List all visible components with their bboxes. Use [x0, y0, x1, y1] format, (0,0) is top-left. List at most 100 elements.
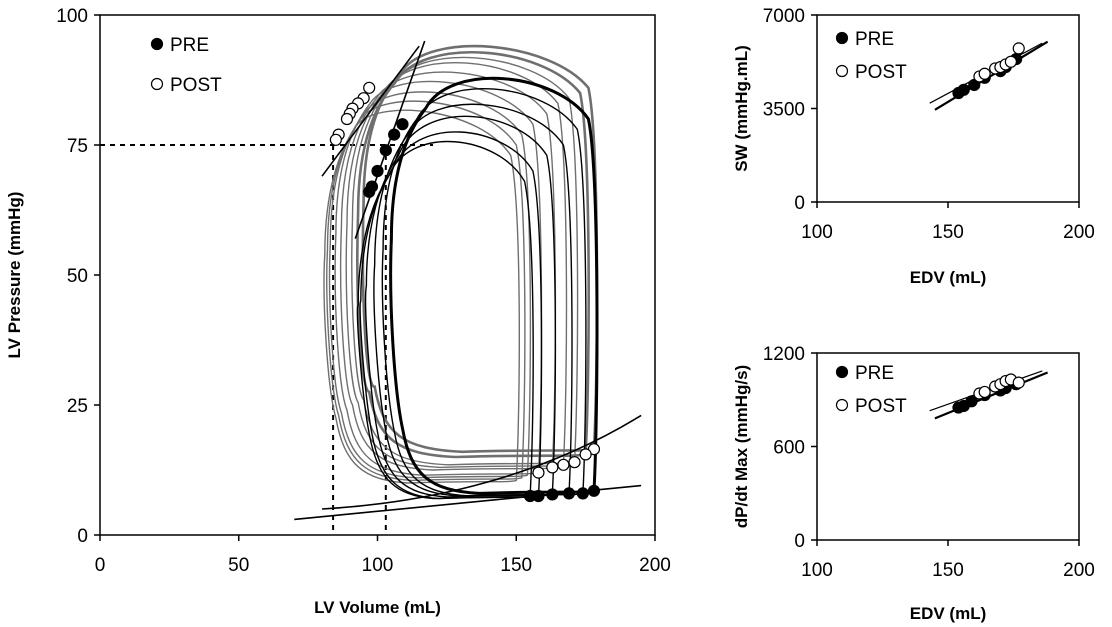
- sw-edv-chart: 100 150 200 0 3500 7000 EDV (mL) SW (mmHg.mL…: [732, 6, 1095, 287]
- pv-pre-point: [379, 144, 392, 157]
- pv-post-loop: [334, 80, 543, 476]
- pv-loops: [323, 44, 599, 500]
- dpdt-point-post: [978, 385, 991, 399]
- sw-x-axis-label: EDV (mL): [910, 268, 987, 287]
- pv-post-loop: [326, 100, 526, 482]
- sw-y-tick-label: 0: [794, 193, 805, 214]
- pv-post-point: [532, 466, 545, 479]
- pv-post-loop: [351, 56, 579, 466]
- sw-x-tick-label: 100: [801, 222, 833, 243]
- dpdt-y-tick-label: 1200: [763, 344, 805, 365]
- sw-y-tick-label: 7000: [763, 6, 805, 27]
- dpdt-legend-pre-marker: [835, 365, 849, 379]
- pv-pre-point: [371, 164, 384, 178]
- dpdt-y-tick-label: 600: [773, 438, 805, 459]
- pv-pre-loop: [389, 76, 599, 495]
- pv-y-tick-label: 25: [67, 396, 88, 417]
- pv-pre-point: [576, 487, 589, 500]
- dpdt-edv-chart: 100 150 200 0 600 1200 EDV (mL) dP/dt Max (m…: [732, 344, 1095, 623]
- pv-legend-pre-label: PRE: [170, 35, 209, 56]
- pv-post-point: [546, 461, 559, 474]
- pv-x-tick-label: 200: [639, 555, 671, 576]
- pv-post-point: [363, 81, 376, 94]
- sw-y-ticks: 0 3500 7000: [763, 6, 817, 214]
- pv-y-ticks: 0 25 50 75 100: [56, 6, 100, 547]
- pv-x-ticks: 0 50 100 150 200: [95, 535, 671, 576]
- pv-post-point: [579, 448, 592, 461]
- pv-legend-post-label: POST: [170, 75, 222, 96]
- dpdt-legend-post-marker: [835, 398, 849, 412]
- pv-pre-point: [546, 488, 559, 501]
- dpdt-y-axis-label: dP/dt Max (mmHg/s): [732, 365, 751, 528]
- sw-y-tick-label: 3500: [763, 100, 805, 121]
- sw-fit-line-pre: [934, 40, 1049, 111]
- dpdt-fit-line-pre: [934, 371, 1049, 420]
- pv-y-tick-label: 50: [67, 266, 88, 287]
- dpdt-x-tick-label: 150: [932, 560, 964, 581]
- pv-markers: [329, 81, 601, 503]
- pv-post-point: [329, 133, 342, 146]
- sw-x-tick-label: 200: [1063, 222, 1095, 243]
- pv-pre-point: [396, 118, 409, 131]
- sw-point-post: [1012, 42, 1025, 55]
- pv-pre-loop: [356, 140, 534, 500]
- dpdt-x-tick-label: 200: [1063, 560, 1095, 581]
- dpdt-legend-post-label: POST: [855, 396, 907, 417]
- pv-y-tick-label: 100: [56, 6, 88, 27]
- pv-y-tick-label: 0: [77, 526, 88, 547]
- pv-post-point: [340, 112, 354, 126]
- dpdt-y-tick-label: 0: [794, 531, 805, 552]
- pv-post-loop: [328, 91, 532, 479]
- pv-espvr-line: [354, 40, 426, 239]
- pv-x-tick-label: 100: [362, 555, 394, 576]
- sw-legend-pre-marker: [835, 31, 849, 45]
- pv-legend: PRE POST: [150, 35, 222, 96]
- pv-post-point: [568, 456, 581, 469]
- sw-point-post: [978, 67, 991, 80]
- pv-pre-point: [388, 128, 401, 141]
- sw-y-axis-label: SW (mmHg.mL): [732, 45, 751, 172]
- dpdt-legend: PRE POST: [835, 363, 907, 417]
- pv-pre-point: [524, 489, 537, 503]
- dpdt-legend-pre-label: PRE: [855, 363, 894, 384]
- pv-y-axis-label: LV Pressure (mmHg): [5, 192, 24, 359]
- dpdt-x-tick-label: 100: [801, 560, 833, 581]
- sw-legend-post-label: POST: [855, 62, 907, 83]
- sw-legend-post-marker: [835, 64, 849, 78]
- pv-x-tick-label: 150: [500, 555, 532, 576]
- pv-loop-chart: 0 50 100 150 200 0 25 50 75 100 LV Volume (mL) L…: [5, 6, 671, 617]
- pv-legend-post-marker: [150, 77, 164, 91]
- dpdt-x-ticks: 100 150 200: [801, 540, 1095, 581]
- pv-guide-lines: [100, 144, 433, 535]
- dpdt-y-ticks: 0 600 1200: [763, 344, 817, 552]
- dpdt-markers: [952, 373, 1025, 414]
- sw-point-pre: [957, 83, 970, 96]
- sw-x-ticks: 100 150 200: [801, 202, 1095, 243]
- pv-x-tick-label: 0: [95, 555, 106, 576]
- dpdt-x-axis-label: EDV (mL): [910, 604, 987, 623]
- pv-pre-point: [587, 484, 601, 497]
- pv-x-tick-label: 50: [228, 555, 249, 576]
- dpdt-point-post: [1012, 376, 1025, 389]
- pv-espvr-line: [321, 45, 420, 177]
- sw-legend: PRE POST: [835, 29, 907, 83]
- sw-point-post: [1004, 55, 1017, 68]
- sw-legend-pre-label: PRE: [855, 29, 894, 50]
- pv-post-loop: [323, 109, 521, 484]
- pv-post-loop: [339, 71, 557, 471]
- pv-y-tick-label: 75: [67, 136, 88, 157]
- pv-post-loop: [361, 44, 599, 454]
- sw-markers: [952, 42, 1025, 100]
- pv-pre-loop: [381, 88, 587, 497]
- pv-pre-point: [562, 487, 576, 500]
- pv-legend-pre-marker: [150, 37, 164, 51]
- sw-x-tick-label: 150: [932, 222, 964, 243]
- pv-pre-point: [363, 185, 376, 198]
- pv-x-axis-label: LV Volume (mL): [314, 598, 441, 617]
- dpdt-point-pre: [965, 395, 978, 408]
- pv-edpvr-line: [321, 414, 642, 510]
- pv-post-loop: [356, 50, 590, 459]
- pv-post-loop: [345, 61, 568, 469]
- pv-post-point: [557, 458, 570, 471]
